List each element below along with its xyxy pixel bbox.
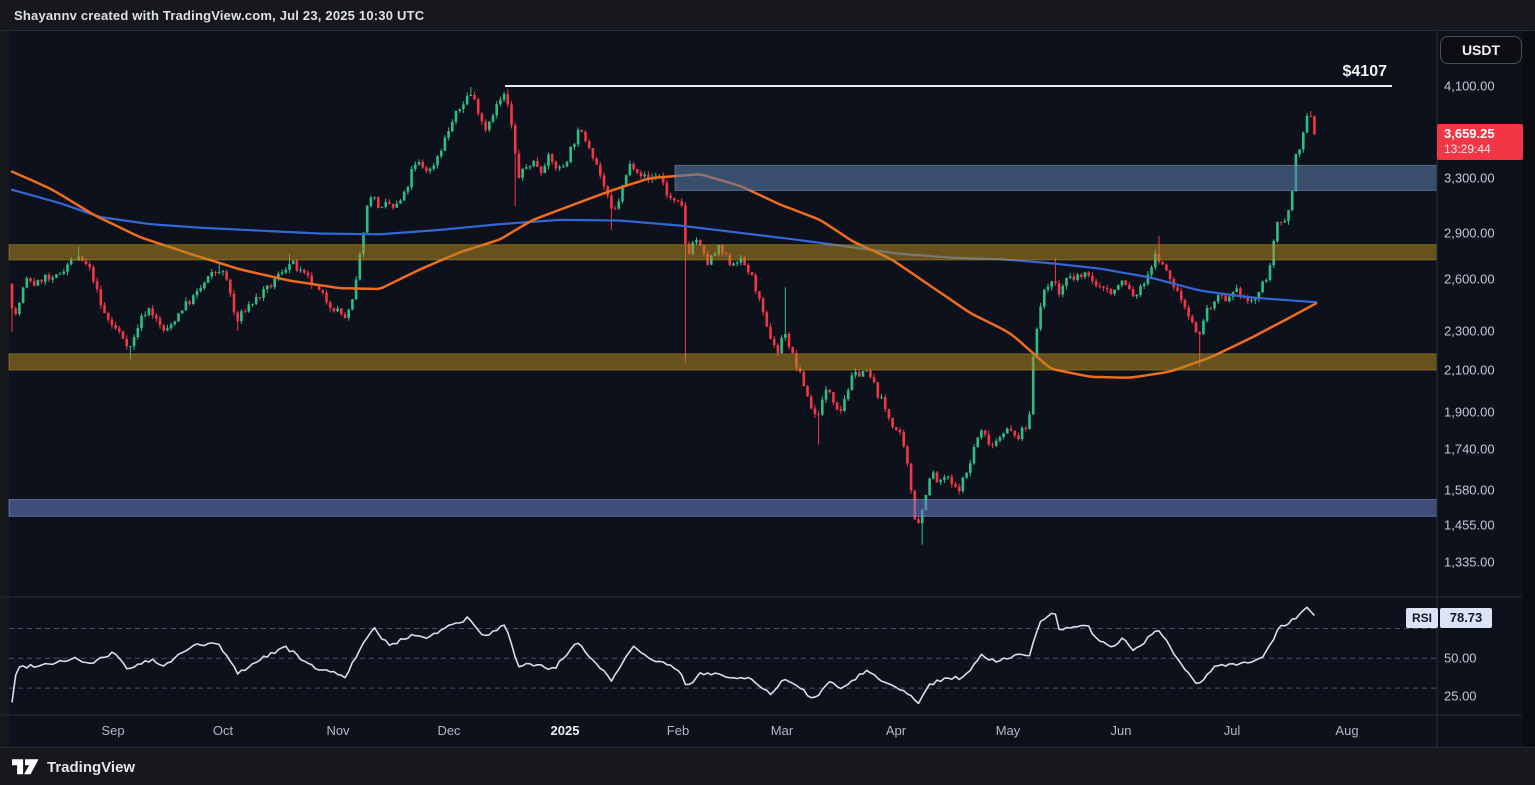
resistance-price-label: $4107 [1342, 63, 1388, 80]
bottom-toolbar: TradingView [0, 747, 1535, 785]
candle-countdown: 13:29:44 [1444, 142, 1491, 156]
time-scale-label: Apr [885, 723, 907, 738]
price-scale-label: 2,100.00 [1444, 362, 1495, 378]
time-scale-label: Aug [1335, 723, 1359, 738]
right-margin [1523, 31, 1535, 747]
price-scale-label: 4,100.00 [1444, 78, 1495, 94]
price-scale-label: 1,455.00 [1444, 517, 1495, 533]
price-scale-label: 1,580.00 [1444, 482, 1495, 498]
price-scale-label: 2,300.00 [1444, 323, 1495, 339]
price-scale-label: 3,300.00 [1444, 170, 1495, 186]
rsi-scale-label: 50.00 [1444, 650, 1477, 666]
price-scale-label: 2,600.00 [1444, 271, 1495, 287]
time-scale-label: Dec [437, 723, 461, 738]
time-scale-label: Sep [101, 723, 125, 738]
price-scale-label: 1,335.00 [1444, 554, 1495, 570]
rsi-scale-label: 25.00 [1444, 688, 1477, 704]
left-margin [0, 31, 9, 747]
time-scale-label: May [995, 723, 1021, 738]
chart-attribution-title: Shayannv created with TradingView.com, J… [14, 7, 425, 23]
price-scale-label: 2,900.00 [1444, 225, 1495, 241]
chart-header: Shayannv created with TradingView.com, J… [0, 0, 1535, 31]
last-price-value: 3,659.25 [1444, 126, 1495, 141]
price-scale-label: 1,900.00 [1444, 404, 1495, 420]
tradingview-logo[interactable]: TradingView [0, 756, 135, 778]
last-price-badge: 3,659.25 13:29:44 [1437, 124, 1523, 160]
time-scale-label: Jul [1223, 723, 1241, 738]
tradingview-logo-text: TradingView [47, 758, 136, 776]
rsi-indicator-badge: RSI 78.73 [1406, 608, 1493, 628]
time-scale-label: Nov [326, 723, 350, 738]
currency-toggle-button[interactable]: USDT [1440, 36, 1522, 64]
time-scale-label: Mar [770, 723, 794, 738]
time-scale-label: Oct [212, 723, 234, 738]
rsi-value: 78.73 [1440, 608, 1493, 628]
tradingview-logo-icon [12, 759, 39, 775]
price-scale-label: 1,740.00 [1444, 441, 1495, 457]
time-scale-label: Feb [666, 723, 690, 738]
time-scale-label: 2025 [550, 723, 580, 738]
time-scale-label: Jun [1110, 723, 1132, 738]
rsi-label: RSI [1406, 608, 1439, 628]
